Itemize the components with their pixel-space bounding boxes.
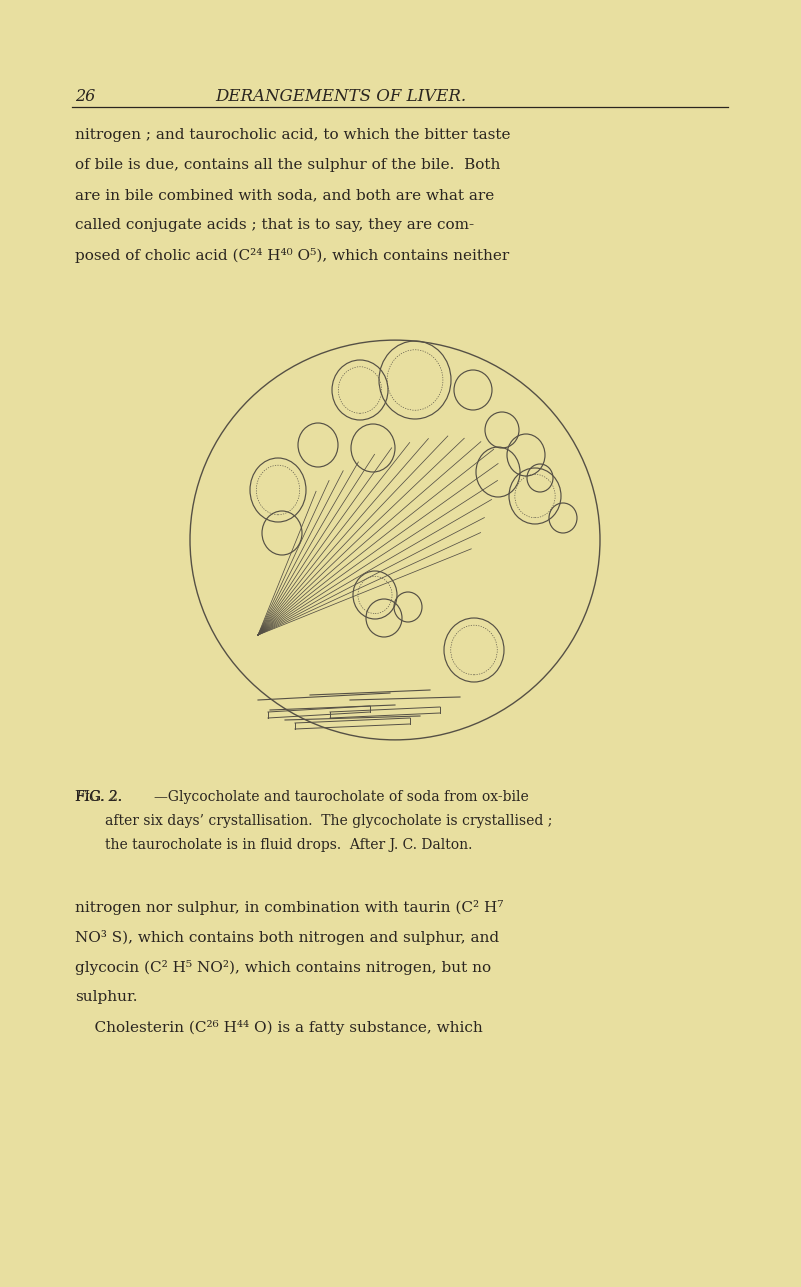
Text: DERANGEMENTS OF LIVER.: DERANGEMENTS OF LIVER.: [215, 88, 466, 106]
Text: FɪG. 2.: FɪG. 2.: [75, 790, 122, 804]
Text: —Glycocholate and taurocholate of soda from ox-bile: —Glycocholate and taurocholate of soda f…: [154, 790, 529, 804]
Text: glycocin (C² H⁵ NO²), which contains nitrogen, but no: glycocin (C² H⁵ NO²), which contains nit…: [75, 960, 491, 976]
Text: the taurocholate is in fluid drops.  After J. C. Dalton.: the taurocholate is in fluid drops. Afte…: [105, 838, 473, 852]
Text: after six days’ crystallisation.  The glycocholate is crystallised ;: after six days’ crystallisation. The gly…: [105, 813, 553, 828]
Text: called conjugate acids ; that is to say, they are com-: called conjugate acids ; that is to say,…: [75, 218, 474, 232]
Text: NO³ S), which contains both nitrogen and sulphur, and: NO³ S), which contains both nitrogen and…: [75, 931, 499, 945]
Text: nitrogen nor sulphur, in combination with taurin (C² H⁷: nitrogen nor sulphur, in combination wit…: [75, 900, 503, 915]
Text: posed of cholic acid (C²⁴ H⁴⁰ O⁵), which contains neither: posed of cholic acid (C²⁴ H⁴⁰ O⁵), which…: [75, 248, 509, 263]
Text: are in bile combined with soda, and both are what are: are in bile combined with soda, and both…: [75, 188, 494, 202]
Text: 26: 26: [75, 88, 95, 106]
Text: Cholesterin (C²⁶ H⁴⁴ O) is a fatty substance, which: Cholesterin (C²⁶ H⁴⁴ O) is a fatty subst…: [75, 1021, 483, 1035]
Text: FIG. 2.: FIG. 2.: [75, 790, 123, 804]
Text: nitrogen ; and taurocholic acid, to which the bitter taste: nitrogen ; and taurocholic acid, to whic…: [75, 127, 510, 142]
Text: of bile is due, contains all the sulphur of the bile.  Both: of bile is due, contains all the sulphur…: [75, 158, 501, 172]
Text: sulphur.: sulphur.: [75, 990, 138, 1004]
